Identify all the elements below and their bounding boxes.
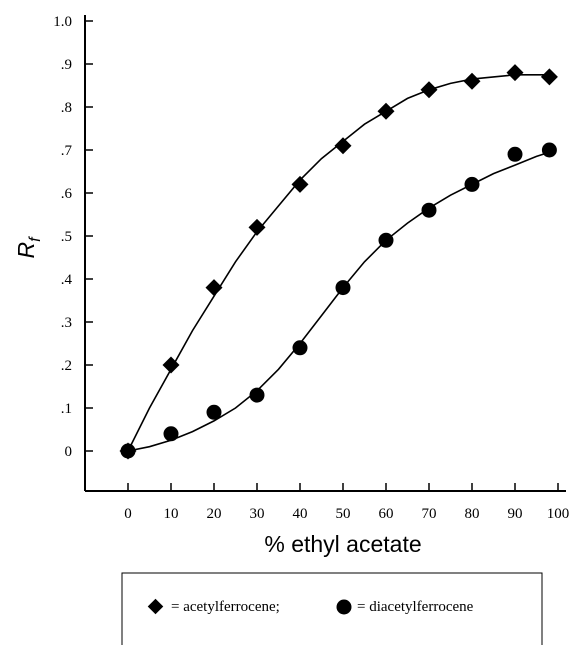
legend-label-acetylferrocene: = acetylferrocene; [171,599,280,615]
x-axis-ticks: 0 10 20 30 40 50 60 70 80 90 100 [124,483,569,522]
point-acetylferrocene [540,68,558,86]
y-tick-label: .1 [61,401,72,417]
y-tick-label: .2 [61,358,72,374]
x-tick-label: 60 [379,506,394,522]
x-axis-title: % ethyl acetate [264,531,421,557]
y-axis-title-main: R [13,242,39,259]
point-acetylferrocene [506,64,524,82]
y-axis-ticks: 0 .1 .2 .3 .4 .5 .6 .7 .8 .9 1.0 [53,14,93,460]
fit-curve-diacetylferrocene [127,151,550,452]
point-diacetylferrocene [206,404,222,420]
point-diacetylferrocene [335,280,351,296]
x-tick-label: 30 [250,506,265,522]
x-tick-label: 90 [508,506,523,522]
legend-marker-diacetylferrocene [336,599,352,615]
legend: = acetylferrocene; = diacetylferrocene [121,572,543,645]
point-acetylferrocene [334,137,352,155]
y-axis-title-subscript: f [27,236,44,242]
x-tick-label: 10 [164,506,179,522]
legend-marker-acetylferrocene [147,598,164,615]
y-tick-label: .5 [61,229,72,245]
x-tick-label: 20 [207,506,222,522]
y-axis-title: Rf [13,236,44,259]
x-tick-label: 50 [336,506,351,522]
point-diacetylferrocene [464,176,480,192]
y-tick-label: .6 [61,186,73,202]
legend-label-diacetylferrocene: = diacetylferrocene [357,599,474,615]
point-diacetylferrocene [163,426,179,442]
y-tick-label: .3 [61,315,72,331]
point-diacetylferrocene [292,340,308,356]
x-tick-label: 100 [547,506,570,522]
fit-curves [127,74,550,452]
point-acetylferrocene [420,81,438,99]
y-tick-label: .7 [61,143,73,159]
x-tick-label: 0 [124,506,132,522]
point-diacetylferrocene [120,443,136,459]
point-acetylferrocene [205,279,223,297]
fit-curve-acetylferrocene [127,74,550,452]
point-acetylferrocene [463,72,481,90]
point-diacetylferrocene [541,142,557,158]
point-acetylferrocene [162,356,180,374]
point-acetylferrocene [248,218,266,236]
x-tick-label: 80 [465,506,480,522]
y-tick-label: .9 [61,57,72,73]
x-tick-label: 70 [422,506,437,522]
point-acetylferrocene [291,175,309,193]
y-tick-label: 0 [65,444,73,460]
point-diacetylferrocene [378,232,394,248]
y-tick-label: 1.0 [53,14,72,30]
point-diacetylferrocene [421,202,437,218]
point-diacetylferrocene [507,146,523,162]
point-diacetylferrocene [249,387,265,403]
x-tick-label: 40 [293,506,308,522]
data-markers [119,64,558,460]
y-tick-label: .8 [61,100,72,116]
y-tick-label: .4 [61,272,73,288]
legend-box [121,572,543,645]
point-acetylferrocene [377,102,395,120]
